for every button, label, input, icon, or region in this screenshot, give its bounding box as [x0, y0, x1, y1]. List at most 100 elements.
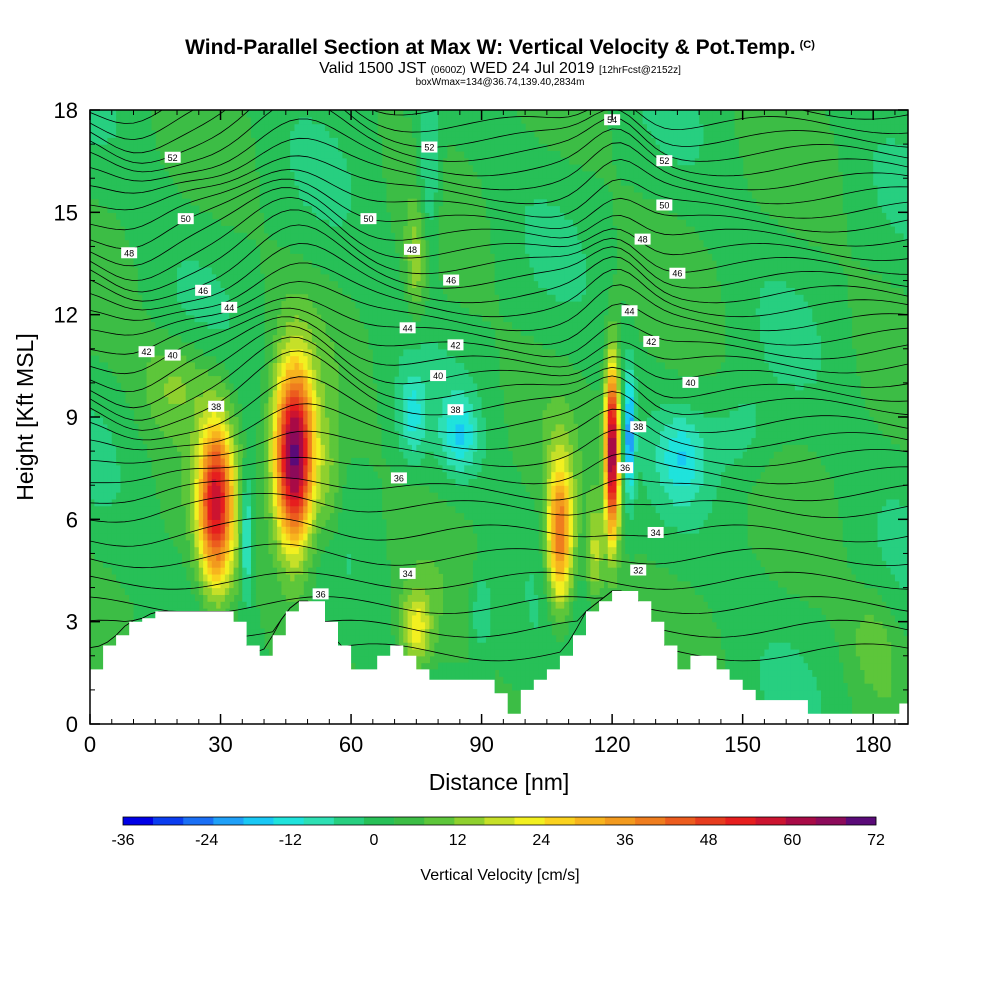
field-cell — [433, 301, 439, 309]
field-cell — [303, 150, 309, 159]
field-cell — [198, 321, 204, 329]
field-cell — [242, 232, 248, 241]
field-cell — [142, 253, 148, 261]
field-cell — [168, 301, 174, 309]
field-cell — [285, 328, 291, 336]
field-cell — [142, 178, 148, 186]
field-cell — [298, 362, 304, 370]
field-cell — [303, 410, 309, 418]
field-cell — [425, 457, 430, 466]
field-cell — [359, 287, 365, 295]
field-cell — [94, 396, 100, 404]
field-cell — [416, 369, 422, 377]
field-cell — [268, 526, 274, 534]
field-cell — [137, 198, 143, 207]
field-cell — [203, 376, 209, 384]
field-cell — [94, 546, 100, 555]
field-cell — [242, 464, 248, 473]
field-cell — [233, 376, 239, 384]
field-cell — [333, 178, 339, 186]
field-cell — [250, 628, 256, 636]
field-cell — [429, 110, 435, 118]
field-cell — [216, 519, 222, 527]
field-cell — [285, 144, 291, 152]
field-cell — [385, 403, 391, 411]
field-cell — [425, 430, 430, 439]
field-cell — [381, 260, 387, 268]
field-cell — [285, 225, 291, 234]
field-cell — [346, 471, 352, 479]
field-cell — [359, 635, 365, 643]
field-cell — [185, 287, 191, 295]
field-cell — [342, 587, 348, 595]
field-cell — [146, 246, 152, 254]
field-cell — [103, 437, 109, 445]
field-cell — [246, 348, 252, 357]
field-cell — [163, 580, 169, 589]
field-cell — [372, 130, 378, 138]
field-cell — [324, 198, 330, 207]
field-cell — [425, 341, 430, 350]
field-cell — [224, 464, 230, 473]
field-cell — [307, 532, 313, 541]
field-cell — [159, 171, 165, 179]
field-cell — [98, 478, 104, 486]
field-cell — [307, 369, 313, 377]
field-cell — [107, 376, 113, 384]
field-cell — [294, 150, 300, 159]
field-cell — [103, 471, 109, 479]
field-cell — [311, 314, 317, 323]
field-cell — [416, 376, 422, 384]
field-cell — [163, 212, 169, 220]
field-cell — [181, 498, 187, 507]
field-cell — [351, 273, 357, 282]
field-cell — [159, 417, 165, 425]
field-cell — [224, 430, 230, 439]
field-cell — [311, 328, 317, 336]
field-cell — [346, 287, 352, 295]
field-cell — [385, 417, 391, 425]
field-cell — [264, 212, 269, 220]
field-cell — [190, 492, 196, 500]
field-cell — [277, 335, 283, 343]
field-cell — [185, 328, 191, 336]
field-cell — [377, 362, 383, 370]
field-cell — [364, 164, 370, 172]
field-cell — [137, 191, 143, 200]
field-cell — [120, 191, 126, 200]
field-cell — [420, 396, 426, 404]
field-cell — [111, 417, 117, 425]
field-cell — [177, 601, 182, 609]
field-cell — [372, 376, 378, 384]
field-cell — [150, 553, 156, 561]
field-cell — [264, 137, 269, 145]
field-cell — [411, 198, 417, 207]
field-cell — [281, 144, 287, 152]
field-cell — [407, 110, 413, 118]
field-cell — [207, 341, 213, 350]
field-cell — [294, 110, 300, 118]
field-cell — [233, 362, 239, 370]
field-cell — [298, 560, 304, 568]
field-cell — [377, 505, 383, 514]
field-cell — [150, 594, 156, 602]
field-cell — [103, 478, 109, 486]
field-cell — [351, 130, 357, 138]
field-cell — [416, 178, 422, 186]
field-cell — [116, 403, 122, 411]
field-cell — [285, 587, 291, 595]
field-cell — [411, 580, 417, 589]
field-cell — [416, 430, 422, 439]
field-cell — [320, 144, 326, 152]
field-cell — [411, 253, 417, 261]
field-cell — [316, 417, 322, 425]
field-cell — [429, 635, 435, 643]
field-cell — [94, 526, 100, 534]
field-cell — [303, 157, 309, 166]
field-cell — [381, 205, 387, 213]
field-cell — [368, 321, 374, 329]
field-cell — [163, 287, 169, 295]
field-cell — [298, 567, 304, 575]
field-cell — [285, 205, 291, 213]
field-cell — [346, 171, 352, 179]
